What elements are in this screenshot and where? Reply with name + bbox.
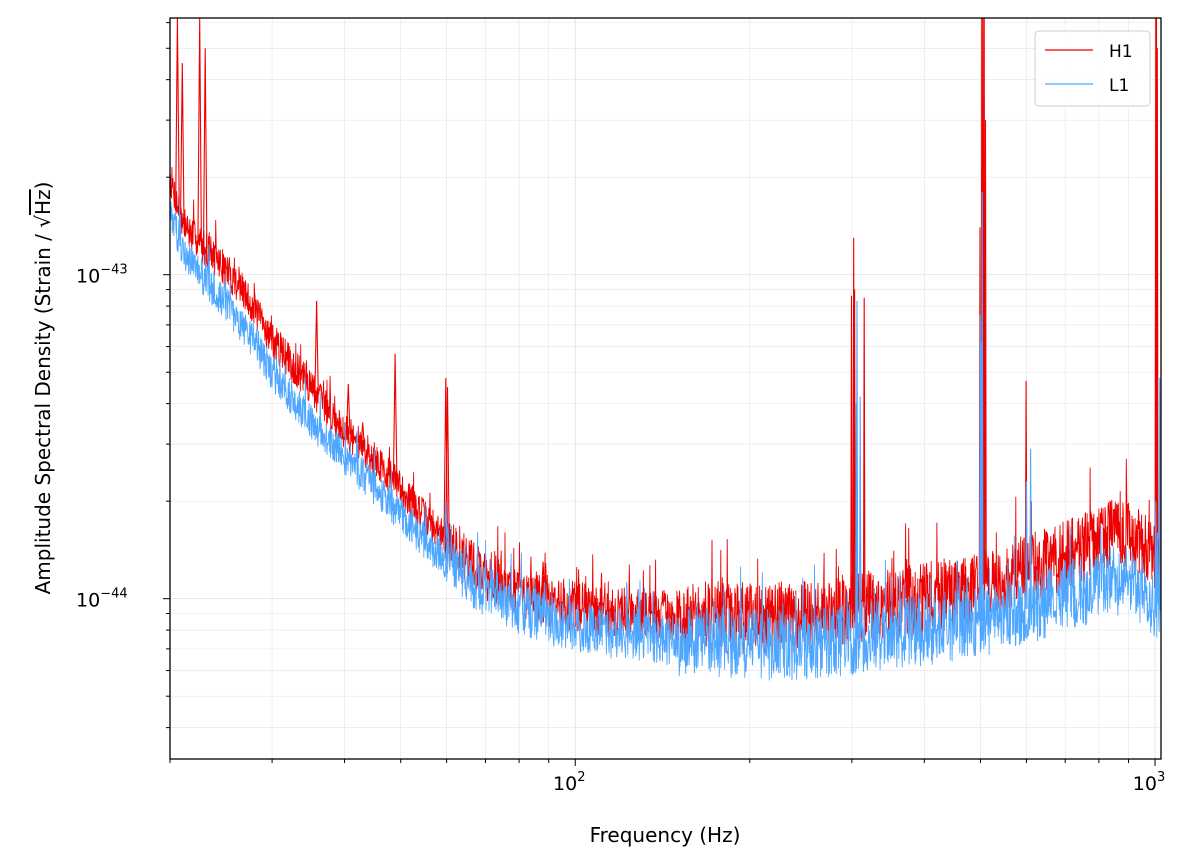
spectral-line-h1	[392, 353, 398, 482]
spectral-line-l1	[858, 396, 862, 639]
spectral-line-h1	[984, 120, 987, 584]
legend-label-h1: H1	[1109, 42, 1133, 62]
y-tick-label: 10−43	[76, 263, 128, 288]
y-axis-label-close: )	[31, 182, 55, 190]
legend: H1 L1	[1034, 30, 1151, 107]
spectral-line-h1	[850, 295, 853, 609]
legend-box	[1034, 30, 1151, 107]
sqrt-symbol: √	[31, 215, 55, 228]
axis-ticks: 102 103 10−44 10−43	[76, 22, 1165, 795]
y-axis-label-sqrt: Hz	[31, 189, 55, 215]
spectral-line-h1	[314, 300, 319, 396]
svg-text:Amplitude Spectral Density (St: Amplitude Spectral Density (Strain / √Hz…	[31, 182, 55, 595]
y-tick-label: 10−44	[76, 587, 128, 612]
series-line-l1	[170, 201, 1161, 681]
spectral-line-h1	[197, 18, 202, 244]
x-tick-label: 102	[553, 770, 585, 795]
spectral-line-h1	[179, 63, 185, 223]
spectral-line-h1	[175, 18, 180, 205]
legend-label-l1: L1	[1109, 76, 1129, 96]
spectral-line-h1	[202, 48, 208, 249]
spectral-line-l1	[980, 191, 984, 622]
spectral-line-h1	[345, 383, 351, 435]
spectral-line-l1	[1029, 448, 1032, 608]
spectral-line-l1	[445, 523, 451, 563]
spectral-line-l1	[1156, 532, 1159, 604]
plot-frame	[169, 17, 1162, 760]
y-axis-label: Amplitude Spectral Density (Strain / √Hz…	[31, 182, 55, 595]
x-tick-label: 103	[1133, 770, 1165, 795]
spectral-line-h1	[360, 422, 366, 449]
x-axis-label: Frequency (Hz)	[590, 823, 741, 847]
y-axis-label-main: Amplitude Spectral Density (Strain /	[31, 228, 55, 595]
spectral-line-l1	[1154, 501, 1158, 603]
spectral-line-h1	[853, 289, 856, 609]
series-layer	[170, 18, 1161, 681]
spectral-line-l1	[1025, 481, 1028, 609]
spectral-line-h1	[252, 297, 258, 310]
spectral-line-h1	[862, 297, 866, 608]
spectral-line-h1	[273, 335, 279, 346]
spectral-line-h1	[600, 572, 603, 611]
spectral-line-l1	[1158, 377, 1161, 606]
spectral-line-l1	[855, 300, 859, 639]
spectral-line-h1	[1156, 48, 1159, 559]
spectral-line-h1	[443, 377, 449, 541]
spectral-line-h1	[445, 387, 450, 543]
